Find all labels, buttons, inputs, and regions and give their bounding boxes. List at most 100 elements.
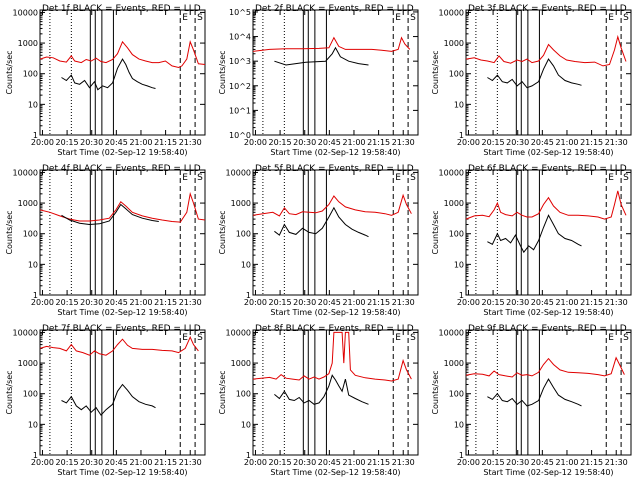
plot-frame (465, 329, 632, 456)
x-tick-label: 20:00 (457, 298, 480, 307)
chart-title: Det 6f BLACK = Events, RED = LLD (468, 164, 627, 174)
x-axis-label: Start Time (02-Sep-12 19:58:40) (270, 468, 400, 477)
series-line-events (487, 58, 582, 89)
y-tick-label: 10000 (439, 328, 464, 337)
x-tick-label: 20:00 (31, 298, 54, 307)
x-tick-label: 21:15 (154, 458, 177, 467)
x-tick-label: 20:15 (56, 138, 79, 147)
x-tick-label: 20:15 (56, 298, 79, 307)
x-tick-label: 20:45 (105, 138, 128, 147)
x-tick-label: 20:30 (293, 458, 316, 467)
y-tick-label: 1000 (444, 359, 464, 368)
x-tick-label: 21:15 (580, 458, 603, 467)
x-axis-label: Start Time (02-Sep-12 19:58:40) (483, 148, 613, 157)
x-tick-label: 20:45 (531, 298, 554, 307)
y-tick-label: 10 (28, 100, 38, 109)
marker-label-s: S (410, 333, 416, 343)
x-tick-label: 21:15 (580, 298, 603, 307)
series-line-lld (252, 36, 411, 52)
series-line-events (61, 203, 159, 226)
y-tick-label: 10^0 (229, 131, 251, 140)
marker-label-s: S (197, 333, 203, 343)
x-tick-label: 21:30 (179, 298, 202, 307)
y-tick-label: 10^2 (229, 82, 251, 91)
marker-label-s: S (197, 173, 203, 183)
y-tick-label: 1000 (231, 359, 251, 368)
marker-label-e: E (608, 333, 614, 343)
y-axis-label: Counts/sec (218, 370, 227, 414)
series-line-lld (465, 190, 627, 220)
series-line-events (274, 206, 369, 238)
y-tick-label: 10000 (439, 8, 464, 17)
y-tick-label: 1 (459, 131, 464, 140)
series-line-lld (39, 40, 206, 69)
x-tick-label: 20:45 (105, 298, 128, 307)
plot-frame (252, 329, 419, 456)
series-line-lld (252, 193, 412, 217)
y-tick-label: 10000 (13, 168, 38, 177)
y-tick-label: 1 (459, 291, 464, 300)
y-tick-label: 100 (23, 70, 38, 79)
y-tick-label: 10^3 (229, 57, 251, 66)
marker-label-e: E (182, 173, 188, 183)
x-tick-label: 20:30 (506, 138, 529, 147)
x-tick-label: 20:00 (457, 458, 480, 467)
x-tick-label: 20:00 (31, 458, 54, 467)
y-tick-label: 100 (236, 390, 251, 399)
x-tick-label: 21:30 (605, 458, 628, 467)
marker-label-e: E (608, 13, 614, 23)
x-axis-label: Start Time (02-Sep-12 19:58:40) (270, 148, 400, 157)
x-tick-label: 20:15 (482, 458, 505, 467)
x-tick-label: 20:00 (31, 138, 54, 147)
series-line-events (274, 374, 369, 405)
y-tick-label: 1000 (444, 199, 464, 208)
y-tick-label: 10000 (226, 168, 251, 177)
y-tick-label: 10000 (439, 168, 464, 177)
y-tick-label: 1 (459, 451, 464, 460)
plot-frame (465, 169, 632, 296)
x-axis-label: Start Time (02-Sep-12 19:58:40) (57, 308, 187, 317)
y-tick-label: 100 (449, 390, 464, 399)
y-axis-label: Counts/sec (5, 370, 14, 414)
y-tick-label: 100 (236, 230, 251, 239)
x-tick-label: 21:30 (605, 298, 628, 307)
x-tick-label: 21:00 (129, 458, 152, 467)
x-tick-label: 21:30 (179, 458, 202, 467)
y-axis-label: Counts/sec (5, 50, 14, 94)
series-line-events (487, 378, 582, 407)
x-tick-label: 21:30 (179, 138, 202, 147)
marker-label-e: E (395, 173, 401, 183)
series-line-lld (39, 191, 206, 223)
marker-label-e: E (182, 13, 188, 23)
x-tick-label: 20:15 (482, 298, 505, 307)
plot-frame (39, 169, 206, 296)
x-tick-label: 20:45 (531, 458, 554, 467)
plot-frame (252, 169, 419, 296)
x-tick-label: 20:45 (531, 138, 554, 147)
y-axis-label: Counts/sec (5, 210, 14, 254)
marker-label-s: S (623, 173, 629, 183)
x-tick-label: 21:00 (342, 298, 365, 307)
y-tick-label: 10 (241, 260, 251, 269)
marker-label-s: S (410, 13, 416, 23)
series-line-events (61, 58, 156, 91)
x-tick-label: 20:30 (506, 458, 529, 467)
series-line-lld (465, 356, 625, 378)
chart-title: Det 4f BLACK = Events, RED = LLD (42, 164, 201, 174)
y-tick-label: 10000 (226, 328, 251, 337)
chart-title: Det 9f BLACK = Events, RED = LLD (468, 324, 627, 334)
plot-frame (39, 9, 206, 136)
x-tick-label: 20:30 (80, 298, 103, 307)
x-tick-label: 21:30 (392, 138, 415, 147)
y-tick-label: 10^5 (229, 8, 251, 17)
marker-label-s: S (197, 13, 203, 23)
y-tick-label: 1 (33, 131, 38, 140)
marker-label-e: E (182, 333, 188, 343)
x-axis-label: Start Time (02-Sep-12 19:58:40) (483, 308, 613, 317)
series-line-events (487, 214, 582, 254)
